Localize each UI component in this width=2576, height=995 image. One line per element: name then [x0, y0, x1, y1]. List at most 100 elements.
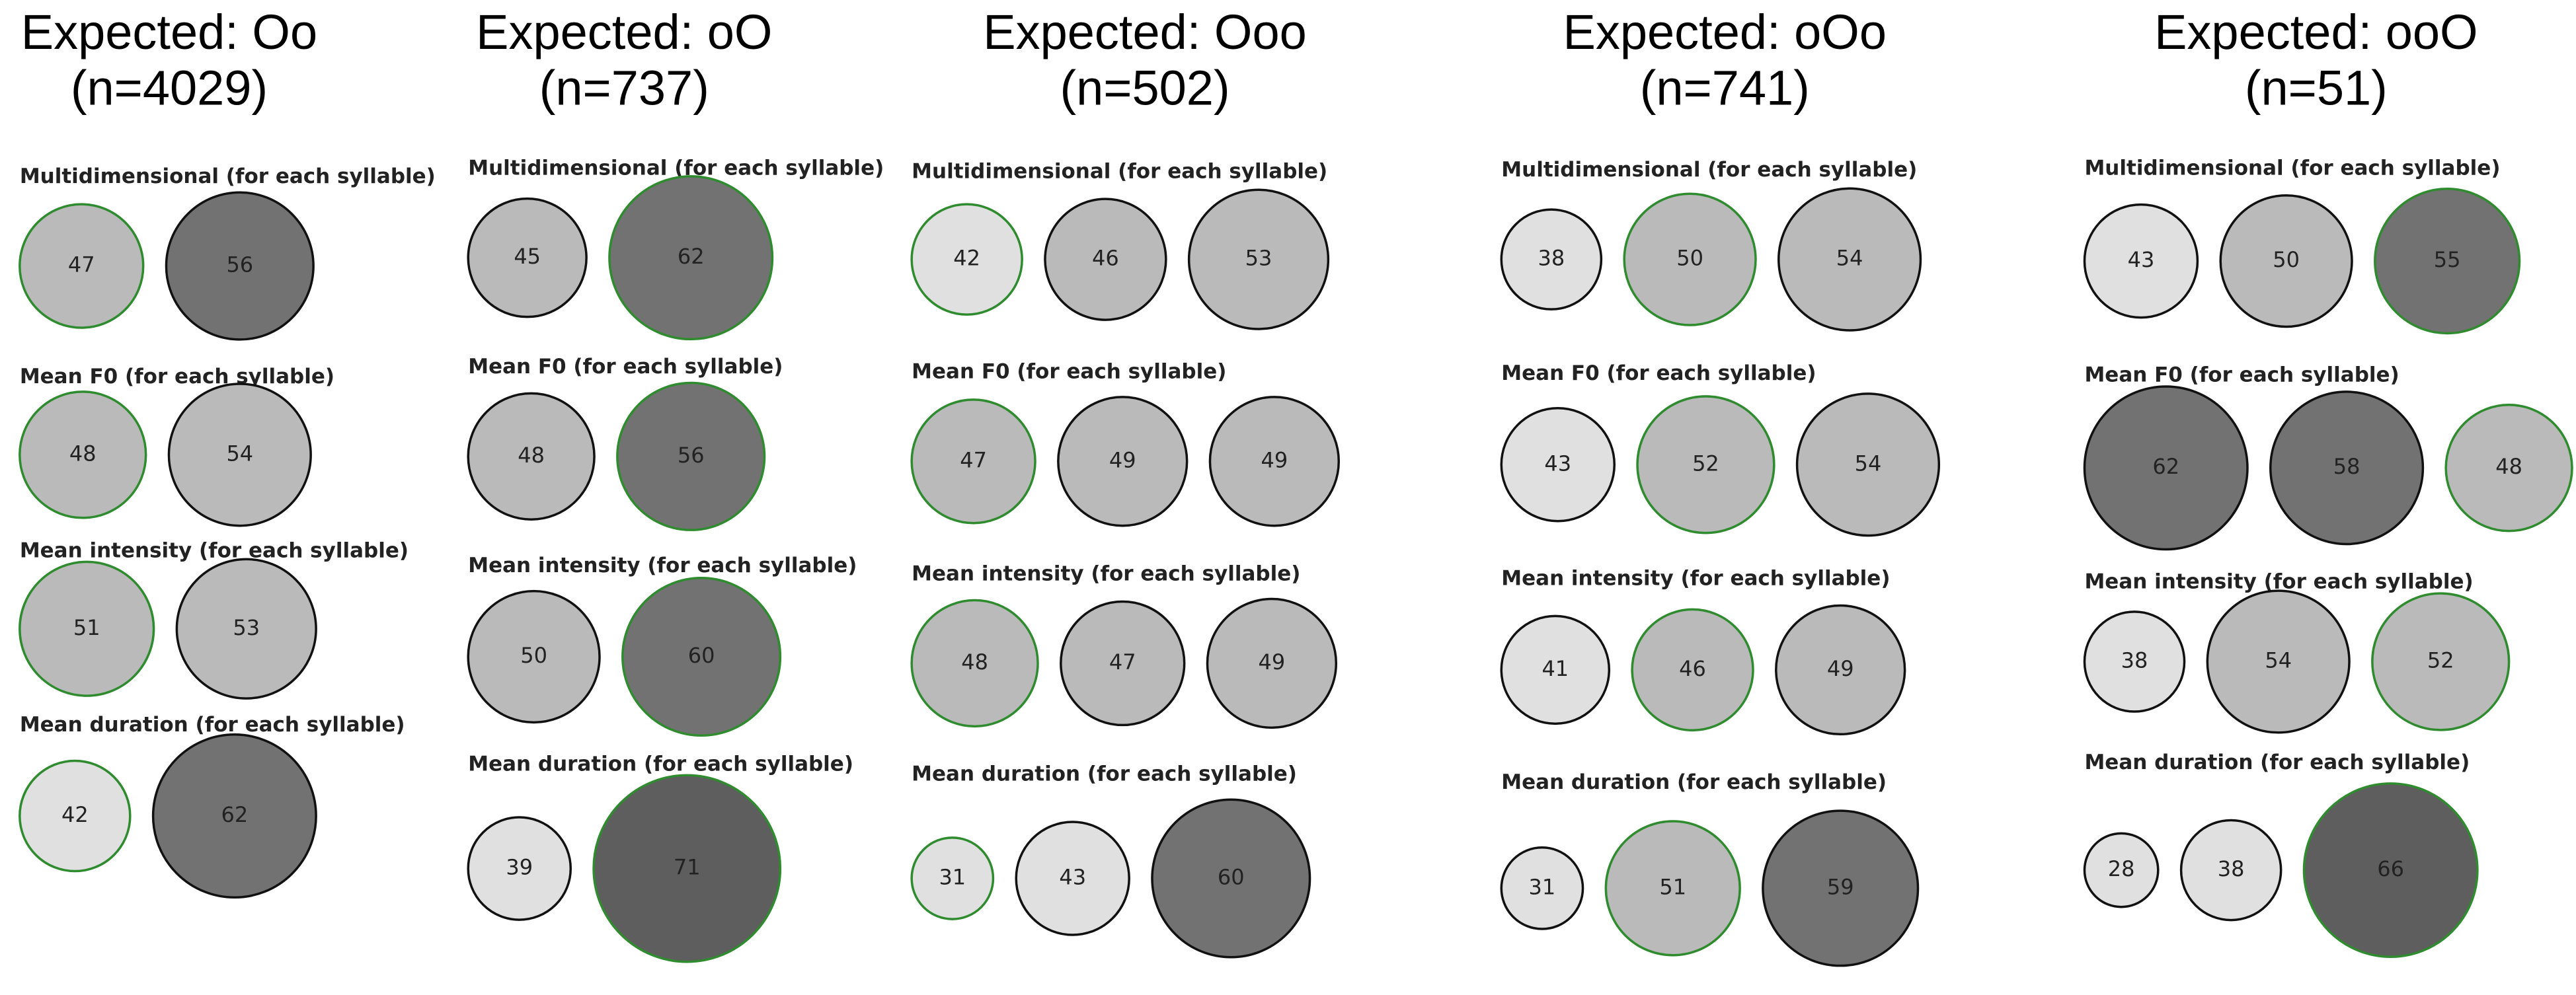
bubble-value: 66 — [2377, 856, 2404, 881]
bubble — [2374, 188, 2521, 335]
bubble — [1777, 187, 1922, 332]
bubble-value: 49 — [1261, 447, 1288, 472]
bubble-value: 31 — [1529, 874, 1556, 899]
bubble — [2206, 589, 2351, 734]
bubble-value: 49 — [1827, 656, 1854, 681]
bubble-value: 46 — [1092, 246, 1119, 271]
bubble-value: 52 — [2427, 647, 2454, 673]
bubble — [1604, 820, 1741, 957]
bubble-value: 48 — [2495, 454, 2522, 479]
bubble — [1015, 821, 1130, 936]
bubble-value: 42 — [61, 802, 89, 827]
row-label: Mean duration (for each syllable) — [20, 713, 405, 737]
bubble — [1623, 192, 1757, 326]
bubble — [467, 816, 572, 921]
bubble-value: 62 — [2152, 454, 2179, 479]
bubble-value: 47 — [1109, 649, 1136, 675]
bubble-value: 52 — [1692, 451, 1719, 476]
bubble — [151, 733, 317, 899]
panel-title: Expected: ooO — [2154, 5, 2478, 59]
bubble — [1208, 396, 1341, 527]
bubble-value: 54 — [2265, 647, 2292, 673]
bubble — [2083, 610, 2186, 713]
panel-count: (n=4029) — [71, 61, 268, 116]
bubble — [2179, 819, 2283, 922]
bubble-value: 39 — [506, 855, 533, 880]
bubble — [2444, 404, 2573, 533]
row-label: Mean intensity (for each syllable) — [468, 554, 857, 577]
bubble-value: 45 — [514, 244, 541, 269]
bubble — [467, 589, 601, 724]
bubble — [1060, 600, 1186, 727]
bubble-value: 58 — [2333, 454, 2361, 479]
bubble-value: 51 — [73, 615, 100, 640]
row-label: Mean duration (for each syllable) — [468, 753, 853, 776]
bubble — [175, 558, 317, 700]
panel-title: Expected: Oo — [21, 5, 317, 59]
bubble — [1206, 597, 1338, 729]
bubble-value: 56 — [226, 252, 253, 277]
bubble — [1500, 614, 1611, 725]
bubble — [1775, 604, 1906, 736]
bubble-value: 41 — [1542, 656, 1569, 681]
panel-count: (n=502) — [1060, 61, 1229, 116]
bubble-value: 47 — [68, 252, 95, 277]
bubble-value: 50 — [1676, 246, 1703, 271]
row-label: Mean F0 (for each syllable) — [20, 365, 334, 388]
bubble-value: 71 — [674, 855, 701, 880]
bubble — [621, 576, 782, 737]
bubble — [165, 191, 315, 341]
bubble — [616, 381, 766, 531]
row-label: Mean F0 (for each syllable) — [912, 360, 1226, 384]
bubble — [1631, 608, 1754, 732]
bubble — [1636, 395, 1776, 534]
bubble — [910, 599, 1039, 728]
bubble — [910, 398, 1036, 525]
bubble-value: 31 — [939, 864, 966, 889]
bubble — [2083, 832, 2160, 908]
bubble-value: 28 — [2108, 856, 2135, 881]
bubble-value: 50 — [2273, 247, 2300, 272]
row-label: Mean intensity (for each syllable) — [1501, 567, 1890, 591]
bubble — [167, 383, 312, 527]
panel-count: (n=737) — [539, 61, 709, 116]
row-label: Mean intensity (for each syllable) — [912, 562, 1300, 585]
bubble — [1187, 188, 1330, 330]
bubble-value: 55 — [2434, 247, 2461, 272]
bubble-value: 38 — [2121, 647, 2148, 673]
bubble-value: 43 — [1544, 451, 1571, 476]
bubble — [19, 390, 147, 519]
bubble — [2219, 194, 2353, 328]
bubble-value: 53 — [233, 615, 260, 640]
bubble-value: 54 — [1855, 451, 1882, 476]
row-label: Mean F0 (for each syllable) — [468, 355, 783, 379]
bubble-value: 38 — [1538, 246, 1565, 271]
bubble — [2302, 782, 2479, 959]
panel-count: (n=741) — [1640, 61, 1810, 116]
bubble — [592, 774, 782, 963]
bubble-value: 38 — [2218, 856, 2245, 881]
bubble-value: 53 — [1245, 246, 1272, 271]
row-label: Mean intensity (for each syllable) — [20, 538, 409, 562]
bubble — [910, 203, 1023, 316]
bubble — [467, 392, 596, 521]
panel-title: Expected: oO — [476, 5, 772, 59]
row-label: Multidimensional (for each syllable) — [1501, 158, 1917, 182]
bubble-value: 48 — [518, 443, 545, 468]
bubble — [1500, 208, 1603, 311]
bubble-value: 43 — [1059, 864, 1086, 889]
bubble — [2083, 203, 2199, 319]
bubble-value: 60 — [688, 643, 715, 668]
panel-title: Expected: oOo — [1563, 5, 1887, 59]
row-label: Mean duration (for each syllable) — [1501, 770, 1887, 794]
panel-title: Expected: Ooo — [983, 5, 1307, 59]
panel-count: (n=51) — [2245, 61, 2388, 116]
bubble-value: 49 — [1259, 649, 1286, 675]
bubble — [1762, 809, 1920, 967]
row-label: Mean duration (for each syllable) — [912, 762, 1297, 786]
bubble-value: 54 — [1836, 246, 1863, 271]
bubble — [19, 759, 132, 873]
bubble-value: 48 — [69, 441, 97, 466]
bubble — [2371, 592, 2511, 731]
